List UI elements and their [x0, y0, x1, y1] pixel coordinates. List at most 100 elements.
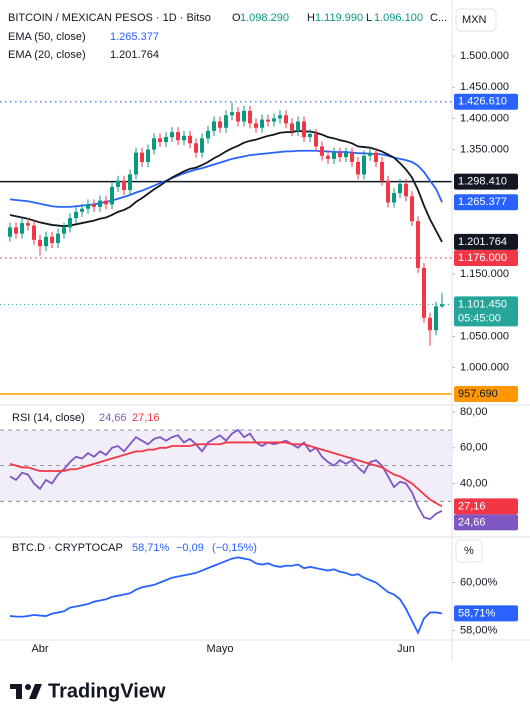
- legend-value: 27,16: [132, 412, 160, 424]
- price-label: 58,71%: [458, 607, 496, 619]
- scale-button[interactable]: [455, 539, 483, 563]
- legend-value: 58,71%: [132, 542, 170, 554]
- ohlc-key: C...: [430, 12, 447, 24]
- legend-change: (−0,15%): [212, 542, 257, 554]
- currency-button[interactable]: [455, 8, 497, 32]
- x-tick-label: Mayo: [207, 643, 234, 655]
- y-tick-label: 40,00: [460, 477, 488, 489]
- candle-body: [128, 174, 132, 191]
- candle-body: [284, 115, 288, 124]
- candle-body: [110, 186, 114, 205]
- candle-body: [356, 162, 360, 175]
- candle-body: [152, 138, 156, 150]
- candle-body: [404, 183, 408, 197]
- ohlc-value: 1.096.100: [374, 12, 423, 24]
- price-label: 957.690: [458, 388, 498, 400]
- candle-body: [302, 121, 306, 138]
- y-tick-label: 80,00: [460, 406, 488, 418]
- btcd-title: BTC.D · CRYPTOCAP: [12, 542, 123, 554]
- candle-body: [194, 143, 198, 153]
- candle-body: [80, 208, 84, 212]
- y-tick-label: 1.150.000: [460, 268, 509, 280]
- candle-body: [104, 200, 108, 205]
- candle-body: [32, 225, 36, 240]
- candle-body: [320, 146, 324, 156]
- candle-body: [212, 121, 216, 131]
- y-tick-label: 60,00%: [460, 576, 498, 588]
- scale-label[interactable]: %: [464, 545, 474, 557]
- y-tick-label: 1.500.000: [460, 50, 509, 62]
- series-line: [9, 428, 443, 521]
- candle-body: [308, 133, 312, 138]
- ohlc-value: 1.119.990: [315, 12, 363, 24]
- candle-body: [62, 227, 66, 234]
- candle-body: [230, 112, 234, 116]
- candle-body: [122, 180, 126, 191]
- candle-body: [440, 304, 444, 307]
- price-label-box: [454, 385, 518, 402]
- candle-body: [188, 135, 192, 144]
- candle-body: [428, 317, 432, 331]
- price-label-box: [454, 173, 518, 190]
- price-label: 1.426.610: [458, 96, 507, 108]
- currency-label[interactable]: MXN: [462, 14, 487, 26]
- price-label: 1.201.764: [458, 236, 507, 248]
- candle-body: [26, 223, 30, 226]
- logo-shape: [16, 684, 22, 699]
- candle-body: [254, 123, 258, 128]
- legend-value: 24,66: [99, 412, 127, 424]
- logo-shape: [29, 684, 42, 699]
- price-label-box: [454, 194, 518, 211]
- x-tick-label: Abr: [31, 643, 48, 655]
- candle-body: [362, 155, 366, 175]
- countdown-label: 05:45:00: [458, 312, 501, 324]
- candle-body: [116, 180, 120, 187]
- candle-body: [416, 221, 420, 268]
- candle-body: [344, 152, 348, 158]
- candle-body: [224, 115, 228, 128]
- price-label-box: [454, 498, 518, 515]
- y-tick-label: 1.400.000: [460, 112, 509, 124]
- candle-body: [92, 204, 96, 207]
- candle-body: [68, 218, 72, 228]
- ema-line: [9, 129, 443, 243]
- ohlc-key: L: [366, 12, 372, 24]
- candle-body: [338, 152, 342, 158]
- candle-body: [374, 152, 378, 162]
- candle-body: [332, 152, 336, 159]
- candle-body: [14, 227, 18, 234]
- y-tick-label: 1.050.000: [460, 330, 509, 342]
- x-tick-label: Jun: [397, 643, 415, 655]
- plot-layer: 1.000.000 1.050.000 1.150.000 1.350.000 1.40…: [0, 50, 518, 655]
- rsi-title: RSI (14, close): [12, 412, 85, 424]
- ohlc-key: O: [232, 12, 241, 24]
- price-label-box: [454, 93, 518, 110]
- candle-body: [146, 149, 150, 162]
- legend-entry: EMA (50, close): [8, 31, 86, 43]
- candle-body: [8, 227, 12, 237]
- candle-body: [182, 135, 186, 141]
- price-label: 1.176.000: [458, 252, 507, 264]
- y-tick-label: 58,00%: [460, 624, 498, 636]
- logo: TradingView: [10, 680, 166, 702]
- candle-body: [56, 233, 60, 243]
- candle-body: [386, 180, 390, 203]
- series-line: [9, 556, 443, 635]
- candle-body: [158, 138, 162, 143]
- candle-body: [410, 196, 414, 222]
- price-label-box: [454, 605, 518, 622]
- candle-body: [422, 267, 426, 318]
- legend-entry: EMA (20, close): [8, 49, 86, 61]
- price-label: 1.101.450: [458, 298, 507, 310]
- series-line: [9, 441, 443, 508]
- price-label: 24,66: [458, 516, 486, 528]
- candle-body: [164, 137, 168, 143]
- candle-body: [368, 152, 372, 156]
- candle-body: [50, 236, 54, 243]
- candle-body: [236, 112, 240, 122]
- price-label-box: [454, 296, 518, 327]
- candle-body: [200, 138, 204, 153]
- logo-shape: [25, 684, 31, 690]
